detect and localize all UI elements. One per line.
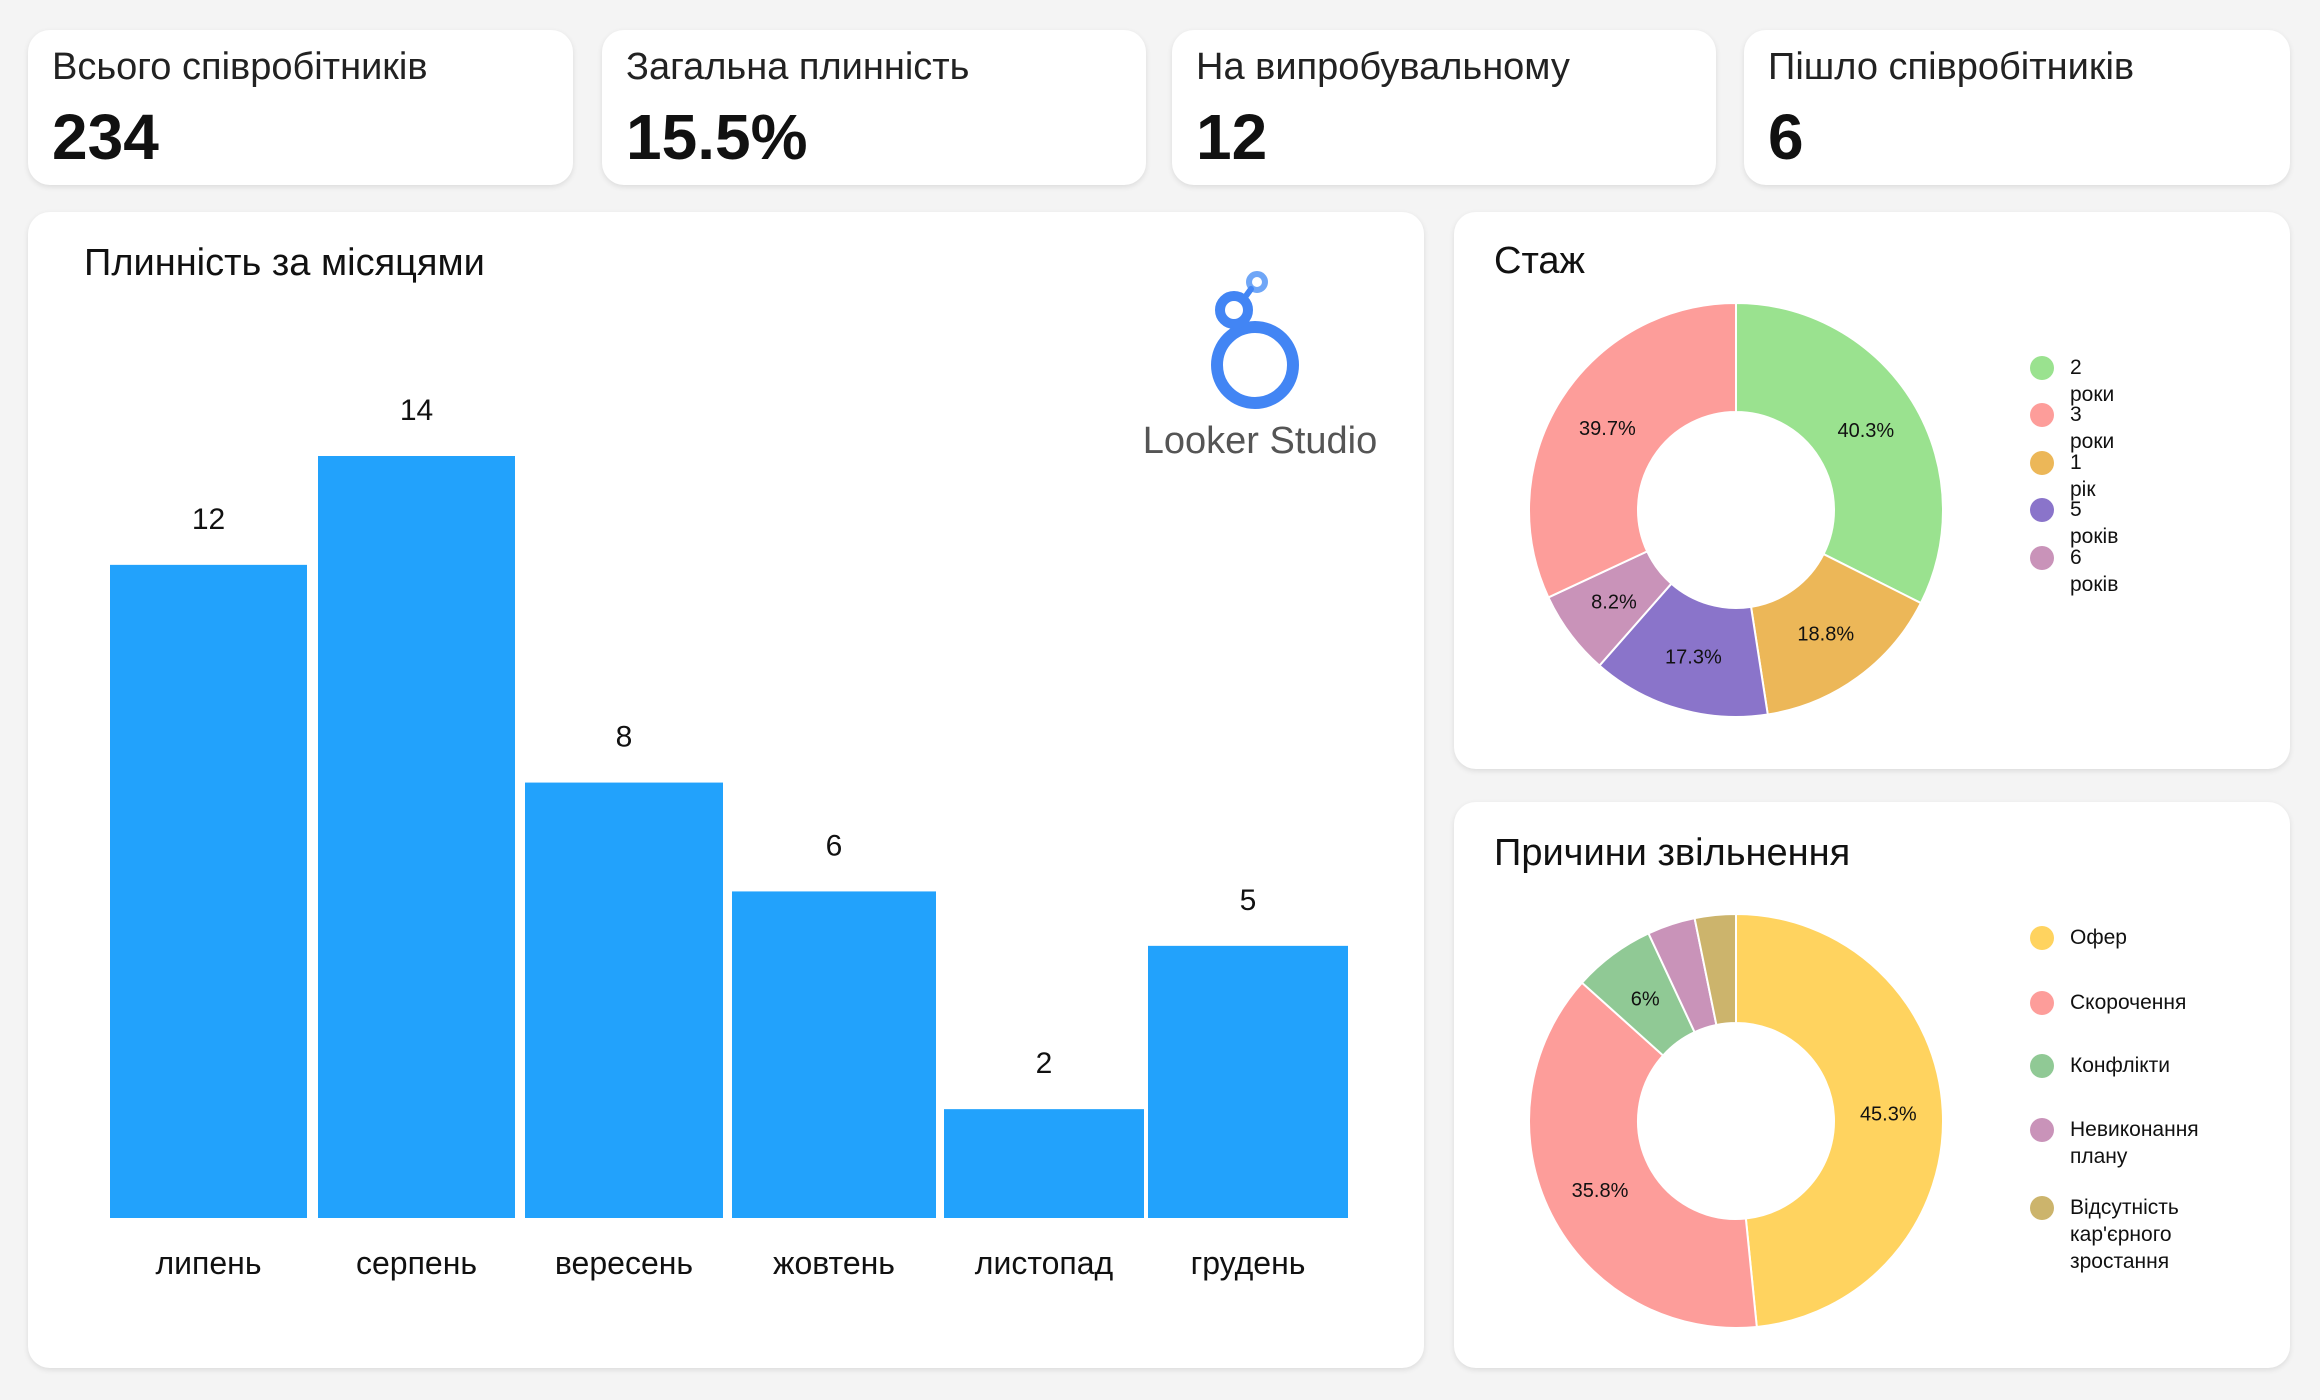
bar-category-label: липень	[155, 1245, 261, 1281]
slice-percent-label: 17.3%	[1665, 646, 1722, 668]
legend-label: 1 рік	[2070, 451, 2096, 501]
looker-studio-icon	[1211, 271, 1299, 409]
bar-value-label: 2	[1036, 1047, 1053, 1080]
bar-липень[interactable]	[110, 564, 307, 1218]
bar-серпень[interactable]	[318, 456, 515, 1218]
kpi-value: 234	[52, 101, 159, 173]
bar-value-label: 6	[826, 829, 843, 862]
reasons-chart-title: Причини звільнення	[1494, 832, 1851, 874]
legend-item-скорочення[interactable]: Скорочення	[2030, 989, 2250, 1016]
legend-swatch	[2030, 498, 2054, 522]
legend-item-конфлікти[interactable]: Конфлікти	[2030, 1052, 2250, 1079]
kpi-label: На випробувальному	[1196, 46, 1570, 88]
legend-item-офер[interactable]: Офер	[2030, 924, 2250, 951]
legend-label: Відсутність кар'єрного зростання	[2070, 1196, 2179, 1273]
legend-item-відсутність-кар-єрного-зростання[interactable]: Відсутність кар'єрного зростання	[2030, 1194, 2250, 1275]
bar-value-label: 5	[1240, 884, 1257, 917]
kpi-card-probation: На випробувальному 12	[1172, 30, 1716, 185]
legend-swatch	[2030, 1054, 2054, 1078]
legend-swatch	[2030, 1118, 2054, 1142]
slice-1-рік[interactable]	[1749, 552, 1923, 716]
bar-value-label: 12	[192, 503, 225, 536]
slice-2-роки[interactable]	[1735, 301, 1944, 605]
looker-studio-logo-text: Looker Studio	[1142, 420, 1378, 462]
bar-category-label: вересень	[555, 1245, 693, 1281]
kpi-value: 12	[1196, 101, 1268, 173]
legend-item-5-років[interactable]: 5 років	[2030, 496, 2118, 550]
slice-percent-label: 35.8%	[1572, 1180, 1629, 1202]
bar-жовтень[interactable]	[732, 891, 936, 1218]
kpi-label: Загальна плинність	[626, 46, 970, 88]
kpi-card-employees-left: Пішло співробітників 6	[1744, 30, 2290, 185]
slice-офер[interactable]	[1735, 912, 1944, 1329]
bar-вересень[interactable]	[525, 782, 723, 1218]
slice-percent-label: 45.3%	[1860, 1103, 1917, 1125]
slice-percent-label: 40.3%	[1837, 420, 1894, 442]
bar-category-label: жовтень	[773, 1245, 895, 1281]
legend-item-3-роки[interactable]: 3 роки	[2030, 401, 2114, 455]
kpi-card-overall-turnover: Загальна плинність 15.5%	[602, 30, 1146, 185]
bar-value-label: 8	[616, 721, 633, 754]
kpi-label: Пішло співробітників	[1768, 46, 2135, 88]
slice-відсутність-кар-єрного-зростання[interactable]	[1693, 912, 1737, 1027]
bar-category-label: серпень	[356, 1245, 477, 1281]
kpi-card-total-employees: Всього співробітників 234	[28, 30, 573, 185]
bar-листопад[interactable]	[944, 1109, 1144, 1218]
legend-label: Скорочення	[2070, 991, 2187, 1014]
legend-swatch	[2030, 991, 2054, 1015]
bar-category-label: листопад	[975, 1245, 1114, 1281]
bar-грудень[interactable]	[1148, 945, 1348, 1218]
tenure-chart-title: Стаж	[1494, 240, 1585, 282]
legend-label: Офер	[2070, 926, 2127, 949]
legend-swatch	[2030, 451, 2054, 475]
slice-percent-label: 8.2%	[1591, 591, 1637, 613]
kpi-value: 15.5%	[626, 101, 808, 173]
kpi-value: 6	[1768, 101, 1804, 173]
kpi-label: Всього співробітників	[52, 46, 428, 88]
legend-item-6-років[interactable]: 6 років	[2030, 544, 2118, 598]
legend-swatch	[2030, 403, 2054, 427]
legend-item-2-роки[interactable]: 2 роки	[2030, 354, 2114, 408]
slice-5-років[interactable]	[1598, 582, 1769, 718]
legend-label: Конфлікти	[2070, 1054, 2171, 1077]
legend-label: 3 роки	[2070, 403, 2115, 453]
slice-percent-label: 6%	[1631, 988, 1660, 1010]
legend-label: 5 років	[2070, 498, 2119, 548]
bar-value-label: 14	[400, 394, 433, 427]
legend-item-невиконання-плану[interactable]: Невиконання плану	[2030, 1116, 2250, 1170]
bar-category-label: грудень	[1191, 1245, 1306, 1281]
slice-percent-label: 18.8%	[1797, 623, 1854, 645]
legend-swatch	[2030, 356, 2054, 380]
legend-swatch	[2030, 546, 2054, 570]
slice-скорочення[interactable]	[1528, 981, 1758, 1329]
legend-label: 2 роки	[2070, 356, 2115, 406]
looker-studio-logo: Looker Studio	[1135, 265, 1385, 475]
legend-item-1-рік[interactable]: 1 рік	[2030, 449, 2096, 503]
slice-3-роки[interactable]	[1528, 301, 1737, 599]
legend-swatch	[2030, 926, 2054, 950]
legend-swatch	[2030, 1196, 2054, 1220]
bar-chart-title: Плинність за місяцями	[84, 242, 485, 284]
legend-label: Невиконання плану	[2070, 1118, 2199, 1168]
slice-percent-label: 39.7%	[1579, 418, 1636, 440]
legend-label: 6 років	[2070, 546, 2119, 596]
